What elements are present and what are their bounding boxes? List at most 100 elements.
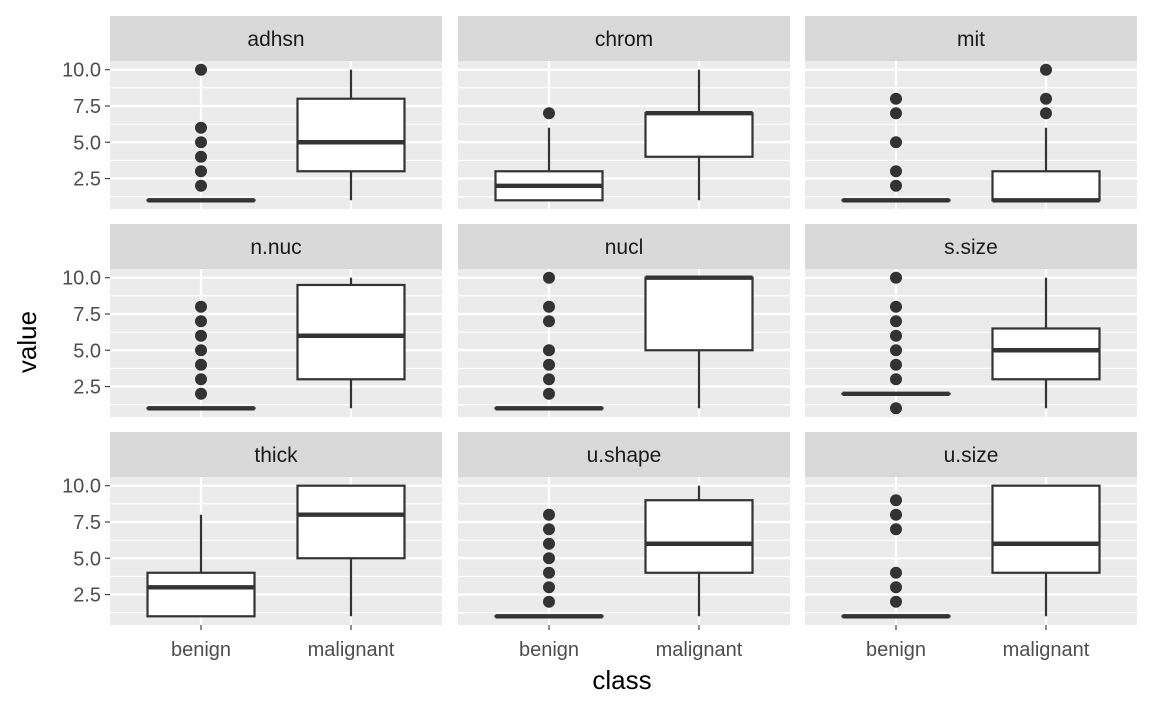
facet-panel-mit: mit [805,16,1137,209]
box-iqr [644,112,754,158]
y-tick-label: 2.5 [73,377,101,399]
outlier-point [890,315,902,328]
facet-panel-n-nuc: n.nuc 2.5 5.0 7.5 10.0 [62,224,442,417]
outlier-point [543,300,555,313]
y-tick-label: 7.5 [73,512,101,534]
outlier-point [890,581,902,594]
facet-strip-label: chrom [595,28,653,51]
facet-panel-adhsn: adhsn 2.5 5.0 7.5 10.0 [62,16,442,209]
outlier-point [543,387,555,400]
box-benign [494,107,604,202]
outlier-point [543,537,555,550]
y-tick-label: 5.0 [73,548,101,570]
facet-strip [458,224,790,269]
outlier-point [890,92,902,105]
facet-strip-label: nucl [605,236,644,259]
outlier-point [195,121,207,134]
y-tick-label: 7.5 [73,304,101,326]
facet-panel-thick: thick 2.5 5.0 7.5 10.0 benign malignant [62,432,442,661]
x-axis-title: class [592,665,651,695]
outlier-point [195,315,207,328]
box-benign [841,271,951,415]
outlier-point [543,358,555,371]
outlier-point [890,136,902,149]
box-malignant [991,484,1101,617]
facet-strip [110,224,442,269]
box-malignant [644,275,754,409]
facet-strip-label: u.size [944,444,999,467]
outlier-point [1040,92,1052,105]
facet-strip [110,16,442,61]
facet-strip-label: u.shape [587,444,662,467]
y-tick-label: 5.0 [73,340,101,362]
box-malignant [991,277,1101,409]
box-iqr [991,327,1101,381]
x-tick-label: benign [519,639,579,661]
box-benign [146,514,256,618]
outlier-point [890,107,902,120]
facet-panel-nucl: nucl [458,224,790,417]
y-tick-label: 10.0 [62,476,101,498]
box-malignant [296,484,406,617]
outlier-point [890,402,902,415]
y-tick-label: 5.0 [73,132,101,154]
box-iqr [991,484,1101,574]
outlier-point [543,595,555,608]
outlier-point [195,358,207,371]
box-iqr [644,499,754,574]
outlier-point [195,63,207,76]
outlier-point [890,300,902,313]
outlier-point [890,595,902,608]
outlier-point [543,373,555,386]
facet-strip-label: n.nuc [250,236,301,259]
x-tick-label: malignant [656,639,743,661]
outlier-point [890,165,902,178]
outlier-point [195,329,207,342]
y-tick-label: 2.5 [73,585,101,607]
box-iqr [296,283,406,381]
x-tick-label: malignant [308,639,395,661]
outlier-point [195,150,207,163]
y-axis-title: value [12,311,42,373]
facet-strip [805,224,1137,269]
facet-strip [110,432,442,477]
outlier-point [890,329,902,342]
x-tick-label: benign [866,639,926,661]
box-benign [146,300,256,411]
outlier-point [543,566,555,579]
facet-strip [805,16,1137,61]
outlier-point [890,344,902,357]
facet-strip-label: adhsn [247,28,304,51]
box-iqr [644,276,754,352]
outlier-point [195,387,207,400]
outlier-point [890,523,902,536]
facet-panel-u-shape: u.shape benign malignant [458,432,790,661]
outlier-point [195,344,207,357]
box-benign [841,92,951,203]
outlier-point [890,179,902,192]
facet-panel-s-size: s.size [805,224,1137,417]
outlier-point [543,523,555,536]
box-benign [494,508,604,619]
box-iqr [296,484,406,560]
facet-strip-label: mit [957,28,985,51]
outlier-point [543,552,555,565]
outlier-point [543,344,555,357]
facet-strip [805,432,1137,477]
outlier-point [890,358,902,371]
outlier-point [543,107,555,120]
outlier-point [543,271,555,284]
outlier-point [1040,107,1052,120]
outlier-point [543,508,555,521]
outlier-point [890,494,902,507]
facet-strip-label: s.size [944,236,998,259]
box-benign [146,63,256,203]
box-malignant [644,485,754,617]
x-tick-label: malignant [1003,639,1090,661]
outlier-point [195,179,207,192]
outlier-point [195,165,207,178]
outlier-point [1040,63,1052,76]
facet-strip-label: thick [254,444,298,467]
